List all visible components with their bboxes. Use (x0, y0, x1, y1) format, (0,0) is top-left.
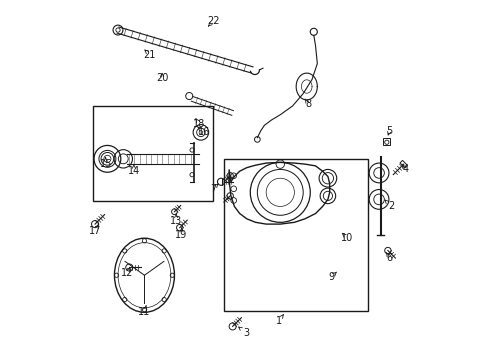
Text: 17: 17 (89, 226, 101, 236)
Text: 19: 19 (175, 230, 188, 240)
Text: 15: 15 (99, 159, 112, 169)
Text: 14: 14 (128, 166, 140, 176)
Bar (224, 159, 368, 311)
Text: 3: 3 (244, 328, 250, 338)
Text: 2: 2 (388, 202, 394, 211)
Text: 7: 7 (210, 184, 217, 194)
Text: 5: 5 (387, 126, 393, 136)
Text: 9: 9 (328, 272, 335, 282)
Text: 22: 22 (207, 16, 220, 26)
Text: 10: 10 (341, 233, 353, 243)
Text: 12: 12 (121, 269, 133, 279)
Text: 20: 20 (156, 73, 168, 83)
Text: 18: 18 (193, 118, 205, 129)
Bar (383, 138, 391, 145)
Text: 4: 4 (402, 165, 409, 174)
Text: 13: 13 (170, 216, 182, 226)
Text: 6: 6 (387, 253, 392, 262)
Text: 11: 11 (138, 307, 150, 317)
Bar (93, 106, 213, 201)
Text: 1: 1 (275, 316, 282, 326)
Text: 16: 16 (198, 127, 211, 138)
Text: 8: 8 (305, 99, 312, 109)
Polygon shape (400, 161, 408, 168)
Text: 21: 21 (144, 50, 156, 60)
